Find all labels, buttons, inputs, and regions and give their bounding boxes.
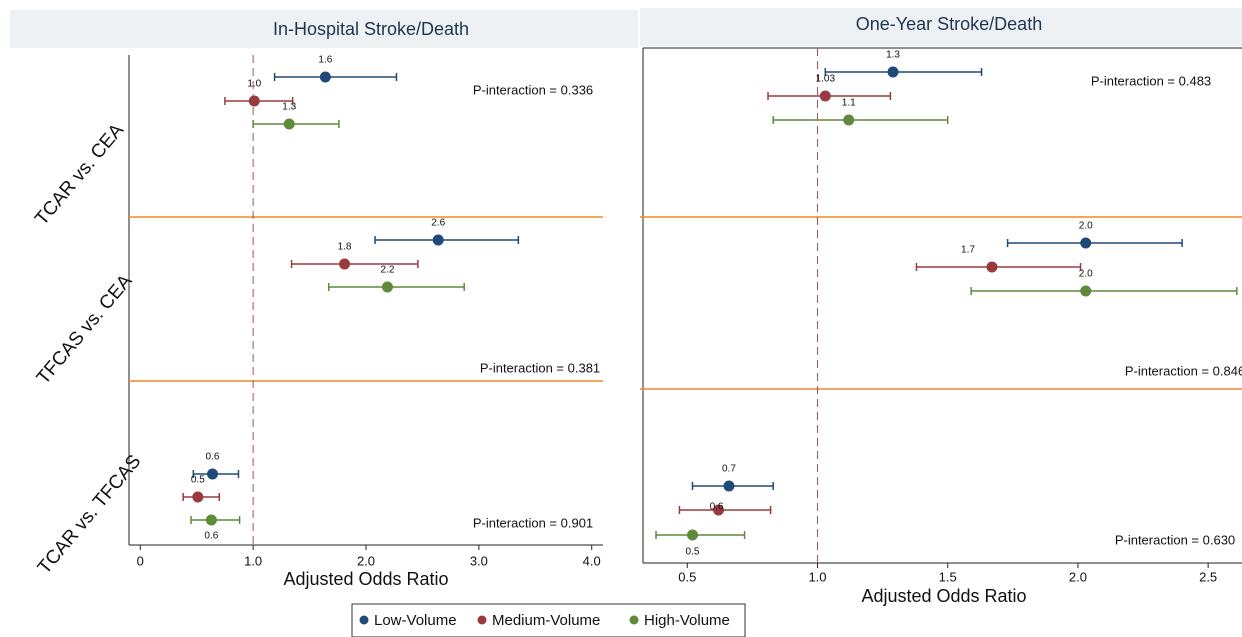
point-estimate: [432, 234, 444, 246]
x-axis-label: Adjusted Odds Ratio: [861, 586, 1026, 606]
x-axis-label: Adjusted Odds Ratio: [283, 569, 448, 589]
title-band: [640, 8, 1242, 46]
annotation: P-interaction = 0.483: [1091, 73, 1211, 88]
data-label: 1.3: [282, 102, 296, 113]
point-estimate: [887, 66, 899, 78]
data-label: 0.6: [206, 452, 220, 463]
point-estimate: [713, 504, 725, 516]
x-tick-label: 2.5: [1199, 569, 1217, 584]
point-estimate: [1080, 285, 1092, 297]
point-estimate: [819, 90, 831, 102]
data-label: 1.7: [961, 245, 975, 256]
annotation: P-interaction = 0.846: [1125, 363, 1242, 378]
chart-title: One-Year Stroke/Death: [856, 14, 1042, 34]
group-label: TCAR vs. CEA: [31, 120, 128, 230]
data-label: 0.7: [722, 464, 736, 475]
x-tick-label: 0.5: [678, 569, 696, 584]
annotation: P-interaction = 0.630: [1115, 532, 1235, 547]
point-estimate: [319, 71, 331, 83]
annotation: P-interaction = 0.336: [473, 82, 593, 97]
data-label: 0.5: [686, 547, 700, 558]
data-label: 0.5: [191, 475, 205, 486]
data-label: 1.03: [816, 74, 836, 85]
data-label: 2.6: [431, 218, 445, 229]
point-estimate: [248, 95, 260, 107]
data-label: 1.3: [886, 50, 900, 61]
data-label: 1.0: [247, 79, 261, 90]
point-estimate: [381, 281, 393, 293]
point-estimate: [339, 258, 351, 270]
point-estimate: [207, 468, 219, 480]
legend-box: [351, 603, 746, 637]
x-tick-label: 3.0: [470, 553, 488, 568]
point-estimate: [686, 529, 698, 541]
x-tick-label: 0: [137, 553, 144, 568]
legend-marker: [629, 615, 639, 625]
chart-title: In-Hospital Stroke/Death: [273, 19, 469, 39]
point-estimate: [192, 491, 204, 503]
group-label: TFCAS vs. CEA: [33, 271, 137, 389]
data-label: 0.6: [710, 502, 724, 513]
legend-label: Low-Volume: [374, 612, 457, 629]
point-estimate: [723, 480, 735, 492]
legend-label: High-Volume: [644, 612, 730, 629]
x-tick-label: 1.5: [939, 569, 957, 584]
annotation: P-interaction = 0.901: [473, 515, 593, 530]
x-tick-label: 1.0: [244, 553, 262, 568]
annotation: P-interaction = 0.381: [480, 360, 600, 375]
point-estimate: [205, 514, 217, 526]
data-label: 1.1: [842, 98, 856, 109]
x-tick-label: 4.0: [583, 553, 601, 568]
x-tick-label: 2.0: [357, 553, 375, 568]
data-label: 0.6: [204, 531, 218, 542]
data-label: 2.0: [1079, 221, 1093, 232]
data-label: 2.0: [1079, 269, 1093, 280]
x-tick-label: 2.0: [1069, 569, 1087, 584]
data-label: 2.2: [380, 265, 394, 276]
legend-marker: [359, 615, 369, 625]
point-estimate: [986, 261, 998, 273]
x-tick-label: 1.0: [808, 569, 826, 584]
title-band: [10, 10, 638, 48]
data-label: 1.6: [318, 55, 332, 66]
legend-marker: [477, 615, 487, 625]
point-estimate: [843, 114, 855, 126]
point-estimate: [1080, 237, 1092, 249]
legend-label: Medium-Volume: [492, 612, 600, 629]
data-label: 1.8: [338, 242, 352, 253]
point-estimate: [283, 118, 295, 130]
